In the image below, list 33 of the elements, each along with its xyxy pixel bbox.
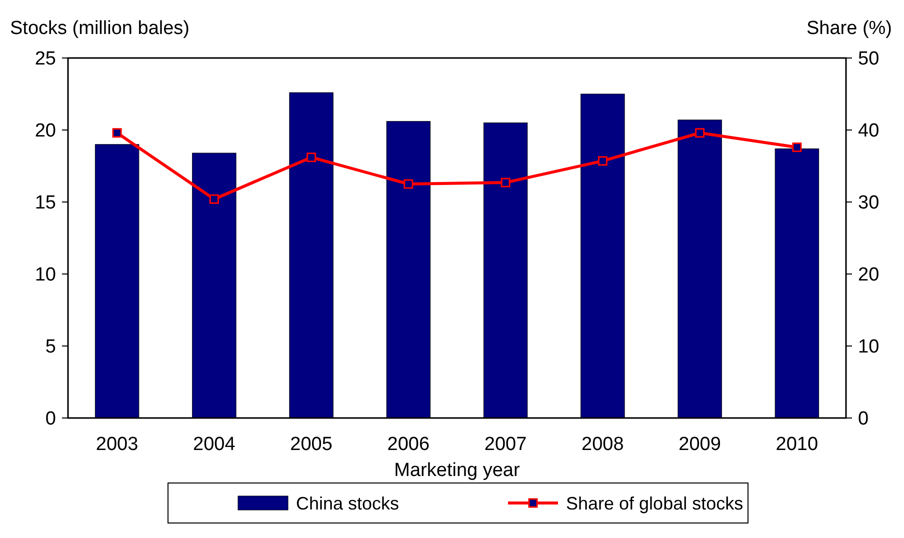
x-tick-label: 2008 bbox=[582, 434, 624, 455]
point bbox=[404, 179, 414, 189]
point bbox=[500, 178, 510, 188]
y-tick-label: 0 bbox=[45, 408, 56, 430]
y2-tick-label: 20 bbox=[858, 264, 880, 286]
y2-tick-label: 30 bbox=[858, 192, 880, 214]
x-axis-title: Marketing year bbox=[394, 460, 520, 481]
point bbox=[792, 142, 802, 152]
y2-axis-title: Share (%) bbox=[806, 18, 892, 39]
x-tick-label: 2007 bbox=[484, 434, 527, 455]
x-tick-label: 2003 bbox=[96, 434, 138, 455]
point bbox=[112, 128, 122, 138]
y2-tick-label: 10 bbox=[858, 336, 880, 358]
x-tick-label: 2010 bbox=[776, 434, 818, 455]
y2-tick-label: 40 bbox=[858, 120, 880, 142]
x-tick-label: 2009 bbox=[678, 434, 721, 455]
y-tick-label: 15 bbox=[34, 192, 56, 214]
point bbox=[695, 128, 705, 138]
x-tick-label: 2006 bbox=[387, 434, 430, 455]
y2-tick-label: 50 bbox=[858, 48, 880, 70]
point bbox=[209, 194, 219, 204]
legend-label: Share of global stocks bbox=[566, 493, 744, 514]
point bbox=[598, 156, 608, 166]
x-tick-label: 2004 bbox=[193, 434, 236, 455]
y-tick-label: 25 bbox=[34, 48, 56, 70]
legend-label: China stocks bbox=[296, 493, 400, 514]
y-axis-title: Stocks (million bales) bbox=[10, 18, 190, 39]
y-tick-label: 20 bbox=[34, 120, 56, 142]
x-tick-label: 2005 bbox=[290, 434, 332, 455]
y-tick-label: 10 bbox=[34, 264, 56, 286]
y2-tick-label: 0 bbox=[858, 408, 869, 430]
point bbox=[306, 152, 316, 162]
y-tick-label: 5 bbox=[45, 336, 56, 358]
